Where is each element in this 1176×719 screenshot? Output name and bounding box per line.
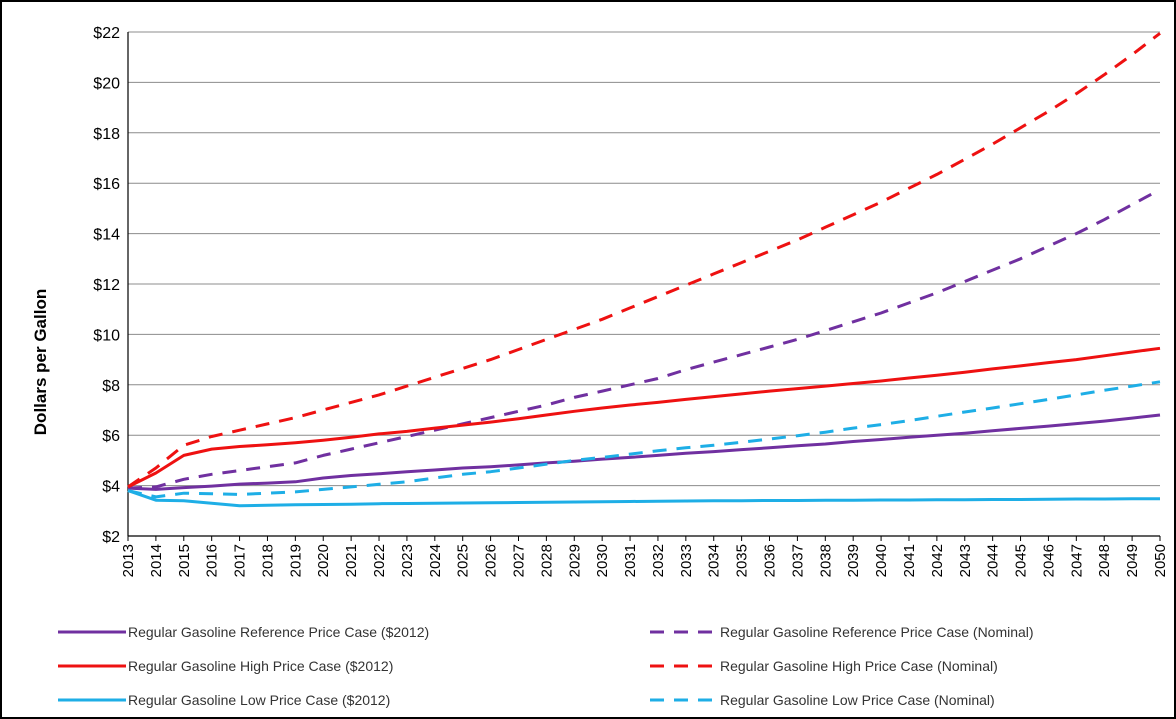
series-line [127, 346, 1161, 489]
x-tick-label: 2021 [343, 544, 360, 577]
x-tick-label: 2025 [455, 544, 472, 577]
legend-label: Regular Gasoline High Price Case ($2012) [128, 658, 393, 674]
x-tick-label: 2024 [427, 544, 444, 577]
x-tick-label: 2048 [1096, 544, 1113, 577]
x-tick-label: 2017 [232, 544, 249, 577]
series-line [127, 32, 1161, 489]
x-tick-label: 2043 [957, 544, 974, 577]
y-tick-label: $10 [93, 327, 120, 344]
x-tick-label: 2042 [929, 544, 946, 577]
series-line [127, 413, 1161, 491]
x-tick-label: 2016 [204, 544, 221, 577]
series-line [127, 188, 1161, 490]
x-tick-label: 2019 [287, 544, 304, 577]
y-tick-label: $16 [93, 176, 120, 193]
y-tick-label: $4 [102, 479, 120, 496]
x-tick-label: 2029 [566, 544, 583, 577]
y-tick-label: $6 [102, 428, 120, 445]
y-tick-label: $12 [93, 277, 120, 294]
x-tick-label: 2022 [371, 544, 388, 577]
x-tick-label: 2035 [734, 544, 751, 577]
y-tick-label: $14 [93, 227, 120, 244]
x-tick-label: 2027 [510, 544, 527, 577]
x-tick-label: 2031 [622, 544, 639, 577]
x-tick-label: 2028 [538, 544, 555, 577]
x-tick-label: 2032 [650, 544, 667, 577]
y-tick-label: $18 [93, 126, 120, 143]
x-tick-label: 2041 [901, 544, 918, 577]
x-tick-label: 2023 [399, 544, 416, 577]
x-tick-label: 2040 [873, 544, 890, 577]
x-tick-label: 2045 [1013, 544, 1030, 577]
x-tick-label: 2050 [1152, 544, 1169, 577]
x-tick-label: 2034 [706, 544, 723, 577]
x-tick-label: 2046 [1040, 544, 1057, 577]
x-tick-label: 2014 [148, 544, 165, 577]
x-tick-label: 2020 [315, 544, 332, 577]
x-tick-label: 2049 [1124, 544, 1141, 577]
x-tick-label: 2039 [845, 544, 862, 577]
series-lines [127, 32, 1161, 508]
series-line [127, 380, 1161, 499]
legend-label: Regular Gasoline Low Price Case (Nominal… [720, 692, 995, 708]
x-tick-label: 2037 [789, 544, 806, 577]
series-line [127, 489, 1160, 508]
y-axis-label: Dollars per Gallon [31, 289, 50, 435]
x-tick-label: 2013 [120, 544, 137, 577]
x-tick-label: 2044 [985, 544, 1002, 577]
y-tick-label: $2 [102, 529, 120, 546]
legend-label: Regular Gasoline Low Price Case ($2012) [128, 692, 390, 708]
x-tick-label: 2026 [483, 544, 500, 577]
x-axis-ticks: 2013 2014 2015 2016 2017 2018 2019 2020 2021 2022… [120, 536, 1169, 577]
legend-label: Regular Gasoline Reference Price Case (N… [720, 624, 1034, 640]
y-axis-ticks: $2 $4 $6 $8 $10 $12 $14 $16 $18 $20 $22 [93, 25, 120, 546]
x-tick-label: 2036 [762, 544, 779, 577]
x-tick-label: 2015 [176, 544, 193, 577]
legend: Regular Gasoline Reference Price Case ($… [58, 624, 1034, 708]
x-tick-label: 2030 [594, 544, 611, 577]
legend-label: Regular Gasoline Reference Price Case ($… [128, 624, 429, 640]
x-tick-label: 2038 [817, 544, 834, 577]
y-tick-label: $20 [93, 75, 120, 92]
y-tick-label: $22 [93, 25, 120, 42]
x-tick-label: 2047 [1068, 544, 1085, 577]
x-tick-label: 2033 [678, 544, 695, 577]
legend-label: Regular Gasoline High Price Case (Nomina… [720, 658, 998, 674]
gridlines [127, 31, 1160, 537]
y-tick-label: $8 [102, 378, 120, 395]
x-tick-label: 2018 [259, 544, 276, 577]
